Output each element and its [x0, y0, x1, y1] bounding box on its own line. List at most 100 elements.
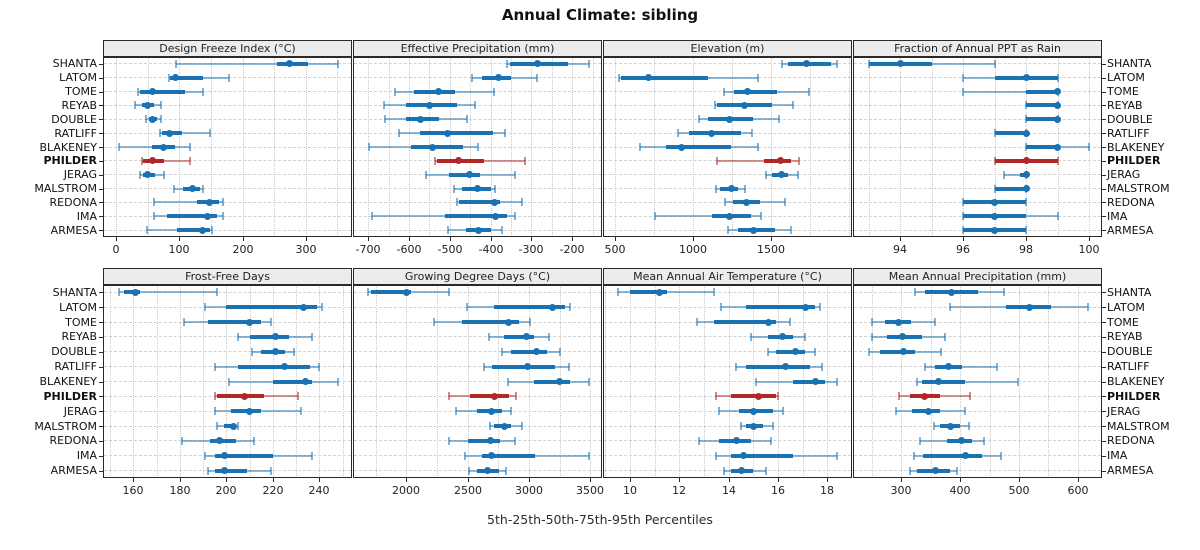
median-dot [947, 288, 955, 296]
median-dot [148, 157, 156, 165]
p25-p75-bar [503, 334, 534, 339]
p5-p95-whisker [141, 159, 190, 162]
p5-cap [118, 143, 121, 151]
panel-strip-effective-precipitation-mm: Effective Precipitation (mm) [353, 40, 602, 57]
x-tick-label: 240 [308, 484, 330, 497]
station-label-left: ARMESA [50, 223, 97, 237]
station-label-left: DOUBLE [51, 112, 97, 126]
station-label-right: SHANTA [1107, 285, 1152, 299]
median-dot [229, 422, 237, 430]
p5-cap [250, 347, 253, 356]
median-dot [1054, 101, 1062, 109]
p25-p75-bar [733, 89, 777, 94]
p95-cap [159, 115, 162, 124]
p5-cap [1003, 170, 1006, 179]
y-tick-right [1102, 92, 1106, 93]
p95-cap [269, 318, 272, 327]
y-tick-left [99, 161, 103, 162]
p5-cap [505, 59, 508, 68]
x-tick [630, 478, 631, 482]
x-tick [1026, 237, 1027, 241]
panel-effective-precipitation-mm [353, 57, 602, 237]
p5-cap [447, 436, 450, 445]
p5-cap [489, 422, 492, 431]
p5-cap [501, 347, 504, 356]
p5-cap [914, 288, 917, 297]
p95-cap [778, 115, 781, 124]
median-dot [958, 437, 966, 445]
p95-cap [521, 198, 524, 207]
p25-p75-bar [462, 320, 519, 325]
p95-cap [993, 59, 996, 68]
p5-cap [471, 73, 474, 82]
median-dot [555, 378, 563, 385]
y-tick-right [1102, 352, 1106, 353]
median-dot [741, 101, 749, 109]
p5-cap [697, 115, 700, 124]
p25-p75-bar [217, 394, 264, 399]
station-label-right: JERAG [1107, 404, 1141, 418]
median-dot [160, 143, 168, 151]
station-label-left: SHANTA [52, 285, 97, 299]
x-axis-label: 5th-25th-50th-75th-95th Percentiles [487, 512, 713, 527]
x-tick [491, 237, 492, 241]
panel-growing-degree-days-c [353, 285, 602, 478]
p95-cap [504, 466, 507, 475]
x-tick [1019, 478, 1020, 482]
p95-cap [320, 303, 323, 312]
gridline-horizontal [854, 395, 1101, 397]
p5-cap [181, 436, 184, 445]
p5-cap [433, 156, 436, 165]
x-tick-label: 200 [232, 243, 254, 256]
station-label-right: DOUBLE [1107, 112, 1153, 126]
p95-cap [1016, 377, 1019, 386]
p25-p75-bar [482, 453, 535, 458]
p25-p75-bar [249, 334, 290, 339]
p5-cap [722, 466, 725, 475]
x-tick [900, 237, 901, 241]
gridline-horizontal [854, 321, 1101, 323]
p95-cap [934, 318, 937, 327]
p5-cap [780, 59, 783, 68]
panel-strip-elevation-m: Elevation (m) [603, 40, 852, 57]
p5-p95-whisker [916, 380, 1018, 383]
x-tick-label: 2500 [454, 484, 482, 497]
gridline-horizontal [604, 351, 851, 353]
p5-cap [676, 129, 679, 138]
p95-cap [160, 101, 163, 110]
x-tick [529, 478, 530, 482]
y-tick-right [1102, 411, 1106, 412]
p5-cap [717, 407, 720, 416]
y-tick-left [99, 441, 103, 442]
p5-cap [698, 436, 701, 445]
p5-cap [397, 129, 400, 138]
p95-cap [818, 303, 821, 312]
p5-p95-whisker [655, 215, 762, 218]
x-tick-label: -600 [396, 243, 422, 256]
p95-cap [1087, 303, 1090, 312]
x-tick [226, 478, 227, 482]
p95-cap [587, 451, 590, 460]
p95-cap [494, 184, 497, 193]
p5-cap [452, 184, 455, 193]
p5-cap [146, 226, 149, 235]
p25-p75-bar [272, 379, 313, 384]
p95-cap [967, 422, 970, 431]
x-tick-label: 1000 [679, 243, 707, 256]
median-dot [744, 88, 752, 96]
median-dot [1054, 88, 1062, 96]
p5-cap [871, 332, 874, 341]
median-dot [246, 318, 254, 326]
x-tick [901, 478, 902, 482]
gridline-horizontal [104, 146, 351, 148]
median-dot [1022, 74, 1030, 82]
gridline-horizontal [854, 470, 1101, 472]
p95-cap [814, 347, 817, 356]
median-dot [1022, 157, 1030, 165]
x-tick [406, 478, 407, 482]
p5-cap [962, 87, 965, 96]
y-tick-left [99, 352, 103, 353]
p5-cap [715, 156, 718, 165]
p5-cap [456, 198, 459, 207]
